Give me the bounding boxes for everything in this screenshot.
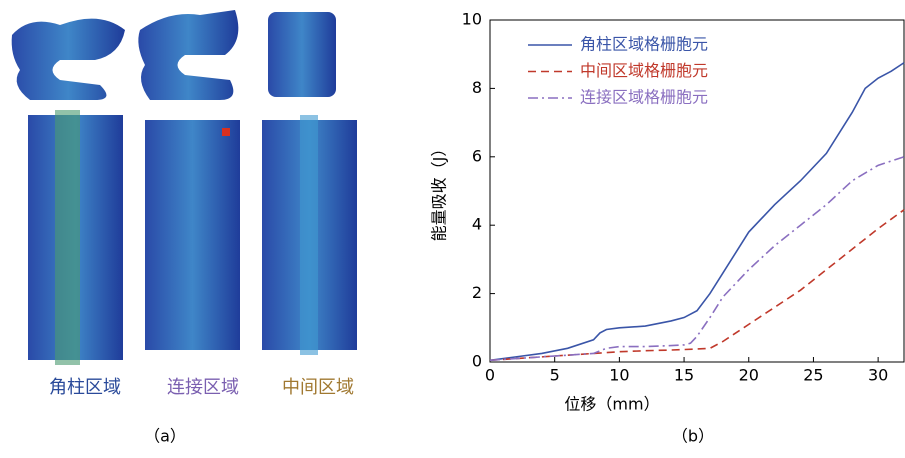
column <box>55 110 80 365</box>
x-tick-label: 10 <box>609 366 629 385</box>
caption: （a） <box>144 427 186 446</box>
series-line <box>490 63 904 361</box>
simulation-images <box>12 10 357 365</box>
shape <box>138 10 238 100</box>
x-tick-label: 0 <box>485 366 495 385</box>
x-axis-label: 位移（mm） <box>564 395 659 414</box>
legend-label: 连接区域格栅胞元 <box>580 88 708 107</box>
figure: 角柱区域 连接区域 中间区域 （a） （b） 位移（mm） 能量吸收（J） 0 5… <box>0 0 905 454</box>
y-tick-label: 10 <box>462 10 482 29</box>
y-tick-label: 4 <box>472 215 482 234</box>
x-tick-label: 25 <box>803 366 823 385</box>
column <box>145 120 240 350</box>
shape <box>268 12 336 97</box>
x-tick-label: 5 <box>550 366 560 385</box>
x-tick-label: 20 <box>739 366 759 385</box>
panel-label: 中间区域 <box>282 377 354 398</box>
shape <box>12 19 125 100</box>
caption: （b） <box>672 427 714 446</box>
panel-label: 角柱区域 <box>49 377 121 398</box>
y-tick-label: 8 <box>472 78 482 97</box>
column <box>300 115 318 355</box>
series-line <box>490 210 904 360</box>
hotspot <box>222 128 230 136</box>
y-axis-label: 能量吸收（J） <box>430 141 449 242</box>
legend-label: 角柱区域格栅胞元 <box>580 35 708 54</box>
x-tick-label: 15 <box>674 366 694 385</box>
series-line <box>490 157 904 360</box>
y-tick-label: 2 <box>472 283 482 302</box>
panel-label: 连接区域 <box>167 377 239 398</box>
y-tick-label: 0 <box>472 352 482 371</box>
legend-label: 中间区域格栅胞元 <box>580 61 708 80</box>
x-tick-label: 30 <box>868 366 888 385</box>
y-tick-label: 6 <box>472 146 482 165</box>
